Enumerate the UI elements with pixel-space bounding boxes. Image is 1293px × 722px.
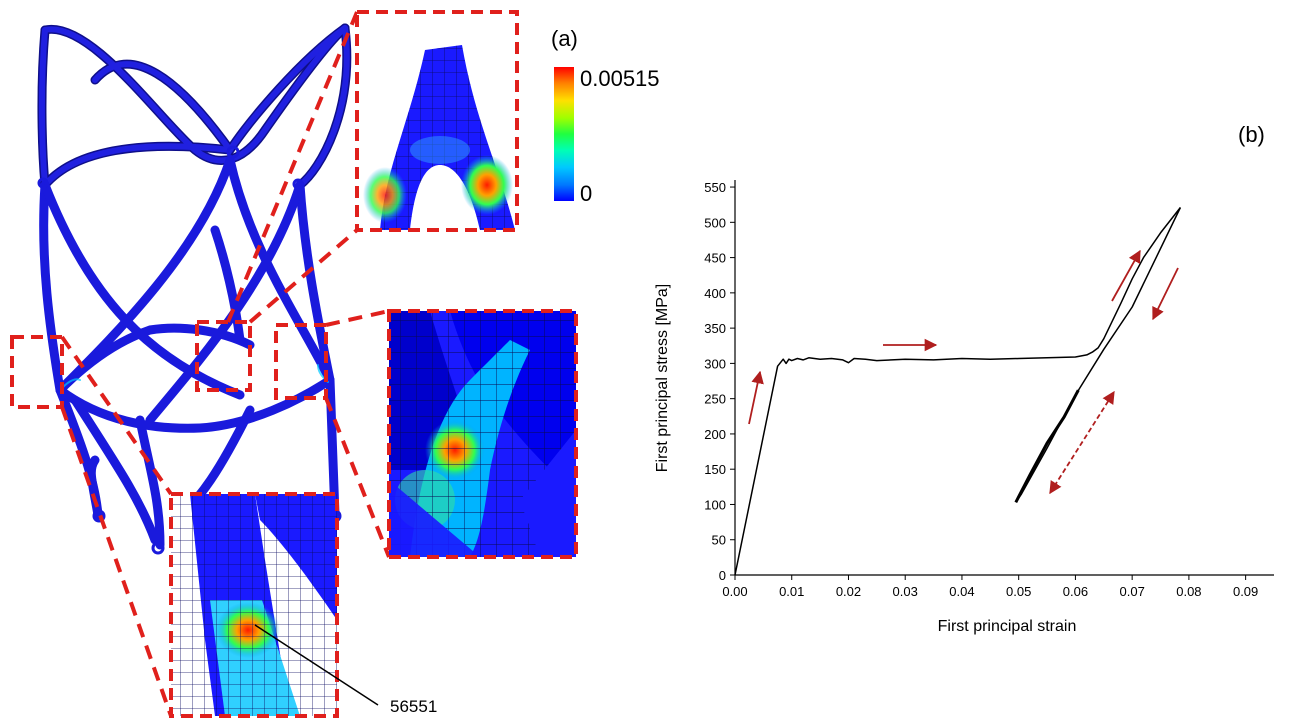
x-tick-label: 0.05 [1006,584,1031,599]
stress-strain-chart: 0.00 0.01 0.02 0.03 0.04 0.05 0.06 0.07 0.08 0.09… [654,180,1274,635]
y-tick-label: 450 [704,251,726,266]
x-tick-label: 0.08 [1176,584,1201,599]
y-tick-label: 400 [704,286,726,301]
x-tick-label: 0.00 [722,584,747,599]
colorbar [554,67,574,201]
loading-arrow-elastic [748,370,764,425]
node-label: 56551 [390,697,437,716]
panel-a-label: (a) [551,26,578,51]
series-line [1014,389,1080,503]
y-tick-label: 300 [704,356,726,371]
y-tick-label: 200 [704,427,726,442]
cyclic-arrow [1049,390,1115,495]
y-tick-label: 350 [704,321,726,336]
y-tick-label: 100 [704,497,726,512]
node-pointer-line [254,624,379,706]
y-tick-label: 150 [704,462,726,477]
y-axis-label: First principal stress [MPa] [654,284,671,472]
y-tick-label: 500 [704,215,726,230]
x-tick-label: 0.06 [1063,584,1088,599]
series-line [734,207,1181,576]
x-tick-label: 0.07 [1120,584,1145,599]
panel-b-label: (b) [1238,122,1265,147]
zoom-source-boxes [10,320,328,409]
x-tick-label: 0.01 [779,584,804,599]
y-tick-label: 550 [704,180,726,195]
x-tick-label: 0.02 [836,584,861,599]
zoom-detail-middle [387,309,578,559]
x-tick-label: 0.03 [893,584,918,599]
loading-arrow-upper [1111,249,1141,302]
colorbar-min-label: 0 [580,181,592,206]
y-tick-label: 50 [712,533,726,548]
y-tick-label: 0 [719,568,726,583]
x-axis-label: First principal strain [938,618,1077,635]
zoom-connectors [60,11,391,717]
unloading-arrow [1152,267,1179,321]
x-tick-label: 0.04 [949,584,974,599]
zoom-detail-bottom [169,492,339,718]
zoom-detail-top [355,10,519,232]
colorbar-max-label: 0.00515 [580,66,660,91]
y-tick-label: 250 [704,392,726,407]
x-tick-label: 0.09 [1233,584,1258,599]
